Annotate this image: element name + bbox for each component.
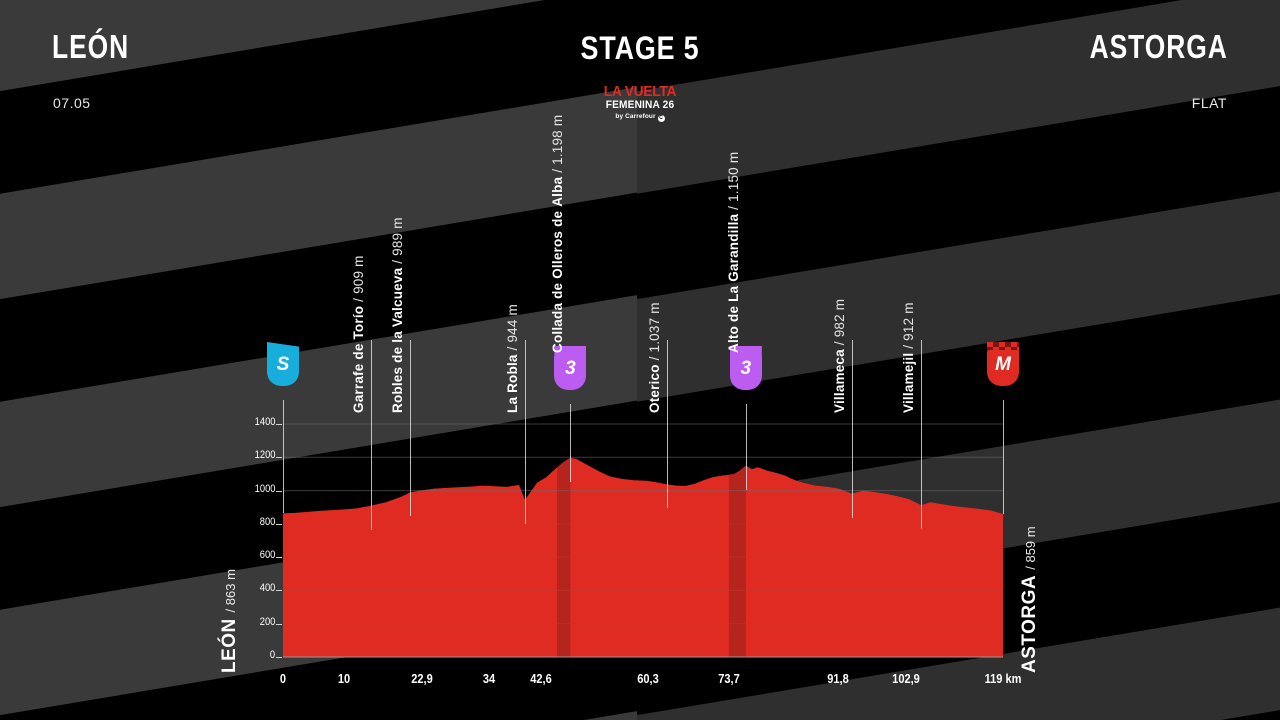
y-axis-label: 800 xyxy=(259,515,275,528)
logo-line-vuelta: LA VUELTA xyxy=(603,83,677,100)
poi-altitude: / 909 m xyxy=(350,255,366,302)
stage-date: 07.05 xyxy=(53,95,91,111)
carrefour-icon: C xyxy=(657,115,665,122)
start-leader-line xyxy=(283,400,284,514)
x-axis-label: 0 xyxy=(279,671,287,686)
start-point-label: LEÓN / 863 m xyxy=(219,569,241,673)
x-axis-label: 91,8 xyxy=(827,671,850,686)
poi-altitude: / 1.198 m xyxy=(550,114,566,173)
start-flag-icon xyxy=(267,342,299,353)
badge-flag-icon xyxy=(554,346,587,357)
poi-altitude: / 944 m xyxy=(505,304,521,351)
y-axis-label: 1400 xyxy=(254,416,275,428)
stage-number: 5 xyxy=(683,30,700,66)
poi-name: Oterico xyxy=(647,364,663,413)
stage-word: STAGE xyxy=(580,30,676,66)
x-axis-label: 42,6 xyxy=(529,671,552,686)
badge-category-number: 3 xyxy=(565,358,576,379)
y-axis-tick xyxy=(276,523,282,525)
poi-label: La Robla / 944 m xyxy=(505,304,520,413)
start-badge-letter: S xyxy=(276,354,290,375)
poi-name: Alto de La Garandilla xyxy=(725,213,741,353)
poi-label: Robles de la Valcueva / 989 m xyxy=(390,217,405,413)
poi-altitude: / 1.037 m xyxy=(647,302,663,361)
poi-leader-line xyxy=(410,340,412,517)
logo-line-femenina: FEMENINA 26 xyxy=(605,99,675,111)
poi-leader-line xyxy=(667,340,669,509)
stage-type-badge: FLAT xyxy=(1191,95,1227,111)
y-axis-label: 1200 xyxy=(254,449,275,462)
poi-altitude: / 982 m xyxy=(831,298,847,346)
y-axis-label: 400 xyxy=(259,582,275,595)
climb-category-badge[interactable]: 3 xyxy=(729,346,762,390)
logo-line-sponsor: by Carrefour C xyxy=(580,113,700,122)
x-axis-label: 22,9 xyxy=(410,671,433,686)
start-point-name: LEÓN xyxy=(219,618,240,673)
badge-flag-icon xyxy=(729,346,762,357)
poi-leader-line xyxy=(570,404,572,482)
poi-name: Villameca xyxy=(831,349,847,413)
badge-shield-icon xyxy=(554,354,587,390)
poi-label: Oterico / 1.037 m xyxy=(647,302,662,413)
finish-shield-icon xyxy=(987,350,1019,386)
start-shield-icon xyxy=(267,350,299,386)
y-axis-label: 200 xyxy=(259,615,275,628)
poi-leader-line xyxy=(370,340,372,530)
y-axis-tick xyxy=(276,424,282,425)
finish-city-title: ASTORGA xyxy=(1089,28,1228,65)
start-point-altitude: / 863 m xyxy=(223,569,238,613)
x-axis-label: 119 km xyxy=(984,671,1022,686)
x-axis-label: 73,7 xyxy=(718,671,740,686)
poi-leader-line xyxy=(525,340,527,524)
x-axis-label: 60,3 xyxy=(637,671,659,686)
finish-point-name: ASTORGA xyxy=(1019,575,1040,673)
finish-marker-badge[interactable]: M xyxy=(987,342,1019,386)
poi-altitude: / 912 m xyxy=(901,302,917,349)
y-axis-tick xyxy=(276,557,282,559)
poi-label: Villameca / 982 m xyxy=(832,299,847,413)
x-axis-label: 10 xyxy=(337,671,350,686)
finish-point-label: ASTORGA / 859 m xyxy=(1019,526,1041,673)
page-title: STAGE 5 xyxy=(581,30,700,67)
poi-name: Garrafe de Torío xyxy=(350,305,366,413)
poi-name: Villamejil xyxy=(901,352,917,413)
y-axis-tick xyxy=(276,657,282,658)
poi-name: Robles de la Valcueva xyxy=(390,267,406,413)
poi-altitude: / 989 m xyxy=(390,217,406,264)
y-axis-tick xyxy=(276,623,282,625)
poi-name: La Robla xyxy=(505,354,521,413)
header: LEÓN 07.05 STAGE 5 LA VUELTA FEMENINA 26… xyxy=(0,0,1280,140)
climb-category-badge[interactable]: 3 xyxy=(554,346,587,390)
poi-name: Collada de Olleros de Alba xyxy=(550,176,566,353)
x-axis-label: 34 xyxy=(482,671,495,686)
poi-label: Collada de Olleros de Alba / 1.198 m xyxy=(550,115,565,353)
y-axis-label: 600 xyxy=(259,549,275,562)
finish-badge-letter: M xyxy=(995,354,1011,375)
start-marker-badge[interactable]: S xyxy=(267,342,299,386)
y-axis-tick xyxy=(276,490,282,492)
y-axis-label: 1000 xyxy=(254,482,275,495)
y-axis-tick xyxy=(276,590,282,592)
start-city-title: LEÓN xyxy=(52,28,130,65)
poi-altitude: / 1.150 m xyxy=(725,151,741,210)
badge-shield-icon xyxy=(729,354,762,390)
poi-leader-line xyxy=(851,340,853,518)
poi-leader-line xyxy=(745,404,747,490)
la-vuelta-femenina-logo: LA VUELTA FEMENINA 26 by Carrefour C xyxy=(580,84,700,122)
sponsor-text: by Carrefour xyxy=(615,113,656,120)
poi-label: Garrafe de Torío / 909 m xyxy=(351,255,366,413)
y-axis-label: 0 xyxy=(269,649,275,661)
finish-point-altitude: / 859 m xyxy=(1023,526,1038,570)
y-axis-tick xyxy=(276,457,282,459)
poi-label: Alto de La Garandilla / 1.150 m xyxy=(726,152,741,353)
finish-leader-line xyxy=(1003,400,1004,515)
x-axis-label: 102,9 xyxy=(891,671,920,686)
badge-category-number: 3 xyxy=(740,358,752,379)
poi-leader-line xyxy=(921,340,923,530)
poi-label: Villamejil / 912 m xyxy=(901,302,916,413)
